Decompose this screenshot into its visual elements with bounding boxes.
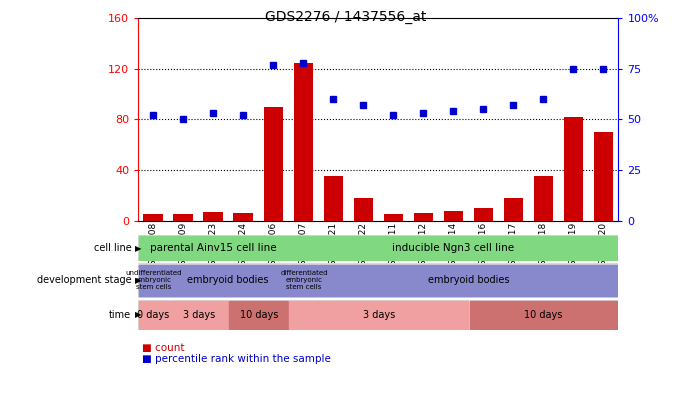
- Bar: [139, 301, 168, 329]
- Bar: [139, 264, 168, 296]
- Bar: [504, 198, 523, 221]
- Bar: [384, 214, 403, 221]
- Text: differentiated
embryonic
stem cells: differentiated embryonic stem cells: [280, 271, 328, 290]
- Bar: [414, 213, 433, 221]
- Bar: [470, 301, 618, 329]
- Bar: [144, 214, 163, 221]
- Text: ■ count: ■ count: [142, 343, 184, 353]
- Text: GDS2276 / 1437556_at: GDS2276 / 1437556_at: [265, 10, 426, 24]
- Text: cell line: cell line: [93, 243, 131, 253]
- Bar: [173, 214, 193, 221]
- Bar: [319, 264, 618, 296]
- Bar: [169, 301, 227, 329]
- Bar: [229, 301, 287, 329]
- Bar: [354, 198, 373, 221]
- Bar: [290, 301, 468, 329]
- Text: undifferentiated
embryonic
stem cells: undifferentiated embryonic stem cells: [125, 271, 182, 290]
- Text: ▶: ▶: [135, 276, 141, 285]
- Text: development stage: development stage: [37, 275, 131, 286]
- Text: parental Ainv15 cell line: parental Ainv15 cell line: [150, 243, 276, 253]
- Text: time: time: [109, 310, 131, 320]
- Text: 3 days: 3 days: [182, 310, 215, 320]
- Bar: [234, 213, 253, 221]
- Bar: [139, 236, 287, 260]
- Bar: [290, 236, 618, 260]
- Text: embryoid bodies: embryoid bodies: [428, 275, 509, 286]
- Text: 10 days: 10 days: [524, 310, 562, 320]
- Bar: [290, 264, 318, 296]
- Bar: [444, 211, 463, 221]
- Text: ■ percentile rank within the sample: ■ percentile rank within the sample: [142, 354, 330, 364]
- Bar: [263, 107, 283, 221]
- Bar: [323, 177, 343, 221]
- Text: ▶: ▶: [135, 310, 141, 320]
- Bar: [169, 264, 287, 296]
- Text: ▶: ▶: [135, 243, 141, 253]
- Bar: [564, 117, 583, 221]
- Bar: [533, 177, 553, 221]
- Text: 3 days: 3 days: [363, 310, 395, 320]
- Bar: [203, 212, 223, 221]
- Bar: [473, 208, 493, 221]
- Text: 0 days: 0 days: [137, 310, 169, 320]
- Text: 10 days: 10 days: [240, 310, 278, 320]
- Bar: [294, 62, 313, 221]
- Text: embryoid bodies: embryoid bodies: [187, 275, 269, 286]
- Text: inducible Ngn3 cell line: inducible Ngn3 cell line: [392, 243, 514, 253]
- Bar: [594, 132, 613, 221]
